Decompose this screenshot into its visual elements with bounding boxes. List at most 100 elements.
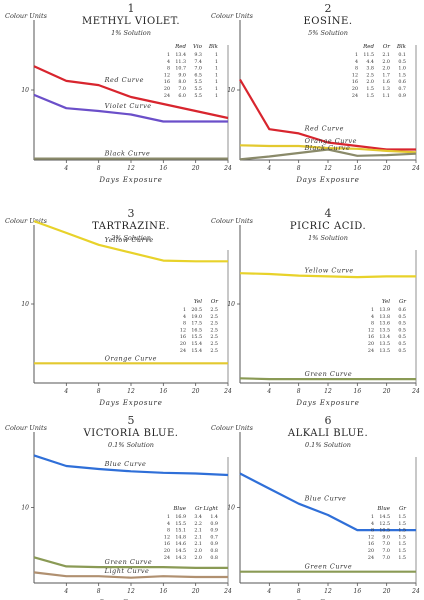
table-cell: 1.5: [366, 93, 374, 99]
table-cell: 1: [355, 52, 358, 58]
series-label: Red Curve: [304, 124, 344, 132]
table-cell: 1: [215, 79, 218, 85]
table-cell: 14.8: [175, 534, 186, 540]
table-cell: 7.0: [382, 548, 390, 554]
series-label: Orange Curve: [305, 137, 357, 145]
table-cell: 0.1: [398, 52, 406, 58]
x-tick-label: 24: [223, 165, 232, 172]
table-cell: 13.5: [379, 348, 390, 354]
series-label: Orange Curve: [105, 354, 157, 362]
x-tick-label: 4: [63, 165, 68, 172]
table-header: Gr: [399, 506, 406, 512]
y-tick-label: 10: [21, 87, 29, 94]
x-tick-label: 16: [160, 165, 168, 172]
x-tick-label: 16: [160, 388, 168, 395]
table-cell: 6.0: [178, 93, 186, 99]
table-cell: 10.7: [175, 66, 186, 72]
table-cell: 1: [167, 52, 170, 58]
series-line: [239, 144, 417, 154]
table-cell: 2.5: [210, 321, 218, 327]
table-cell: 3.4: [194, 514, 202, 520]
series-line: [33, 454, 229, 477]
table-cell: 16: [180, 334, 186, 340]
series-label: Green Curve: [305, 370, 353, 378]
x-tick-label: 20: [382, 165, 391, 172]
x-tick-label: 16: [354, 165, 362, 172]
table-header: Yel: [382, 299, 390, 305]
table-cell: 0.8: [210, 555, 218, 561]
table-cell: 20.5: [191, 307, 202, 313]
x-tick-label: 12: [127, 588, 135, 595]
x-tick-label: 20: [382, 388, 391, 395]
table-cell: 2.5: [210, 341, 218, 347]
y-axis-label: Colour Units: [211, 217, 254, 225]
series-label: Yellow Curve: [105, 236, 154, 244]
series-line: [33, 571, 228, 579]
table-cell: 20: [180, 341, 186, 347]
table-cell: 0.9: [210, 541, 218, 547]
table-cell: 4: [167, 521, 170, 527]
chart-number: 5: [128, 414, 135, 427]
series-line: [33, 93, 228, 123]
table-cell: 20: [164, 86, 170, 92]
table-cell: 1.5: [366, 86, 374, 92]
table-cell: 1.7: [382, 72, 390, 78]
table-cell: 24: [368, 348, 374, 354]
table-cell: 5.5: [194, 93, 202, 99]
table-cell: 7.0: [178, 86, 186, 92]
table-cell: 7.0: [382, 541, 390, 547]
x-axis-label: Days Exposure: [295, 176, 359, 184]
x-tick-label: 8: [297, 588, 301, 595]
series-label: Blue Curve: [304, 495, 347, 503]
table-header: Blue: [172, 506, 186, 512]
table-cell: 1: [215, 52, 218, 58]
y-tick-label: 10: [21, 505, 29, 512]
series-label: Red Curve: [104, 76, 144, 84]
x-tick-label: 24: [223, 388, 232, 395]
table-cell: 24: [180, 348, 186, 354]
series-line: [239, 377, 416, 381]
table-header: Light: [202, 506, 218, 512]
table-cell: 0.5: [398, 314, 406, 320]
series-line: [239, 472, 416, 532]
table-cell: 2.5: [210, 307, 218, 313]
table-cell: 0.7: [398, 86, 406, 92]
table-cell: 16: [164, 541, 170, 547]
table-cell: 5.5: [194, 79, 202, 85]
table-header: Gr: [195, 506, 202, 512]
table-cell: 3.8: [366, 66, 374, 72]
table-cell: 8: [371, 528, 374, 534]
table-cell: 13.4: [379, 334, 390, 340]
table-cell: 8: [183, 321, 186, 327]
table-cell: 2.5: [366, 72, 374, 78]
x-axis-label: Days Exposure: [98, 399, 162, 407]
table-cell: 15.4: [191, 348, 202, 354]
x-tick-label: 16: [354, 588, 362, 595]
table-cell: 20: [164, 548, 170, 554]
table-cell: 0.5: [398, 321, 406, 327]
table-cell: 16: [164, 79, 170, 85]
table-cell: 8: [167, 528, 170, 534]
table-cell: 9.0: [382, 534, 390, 540]
table-cell: 1: [215, 72, 218, 78]
series-line: [239, 78, 416, 151]
chart-number: 1: [128, 2, 135, 15]
x-tick-label: 20: [191, 165, 200, 172]
x-tick-label: 4: [266, 588, 271, 595]
table-cell: 20: [368, 341, 374, 347]
table-cell: 1: [371, 307, 374, 313]
x-tick-label: 12: [127, 165, 135, 172]
table-cell: 2.1: [194, 541, 202, 547]
table-cell: 24: [368, 555, 374, 561]
table-cell: 4.4: [366, 59, 374, 65]
table-cell: 1: [183, 307, 186, 313]
chart-subtitle: 0.1% Solution: [305, 441, 351, 449]
table-cell: 13.8: [379, 314, 390, 320]
x-tick-label: 4: [266, 165, 271, 172]
table-cell: 12: [164, 534, 170, 540]
x-tick-label: 12: [127, 388, 135, 395]
table-cell: 7.0: [382, 555, 390, 561]
table-cell: 8: [355, 66, 358, 72]
table-cell: 0.5: [398, 59, 406, 65]
